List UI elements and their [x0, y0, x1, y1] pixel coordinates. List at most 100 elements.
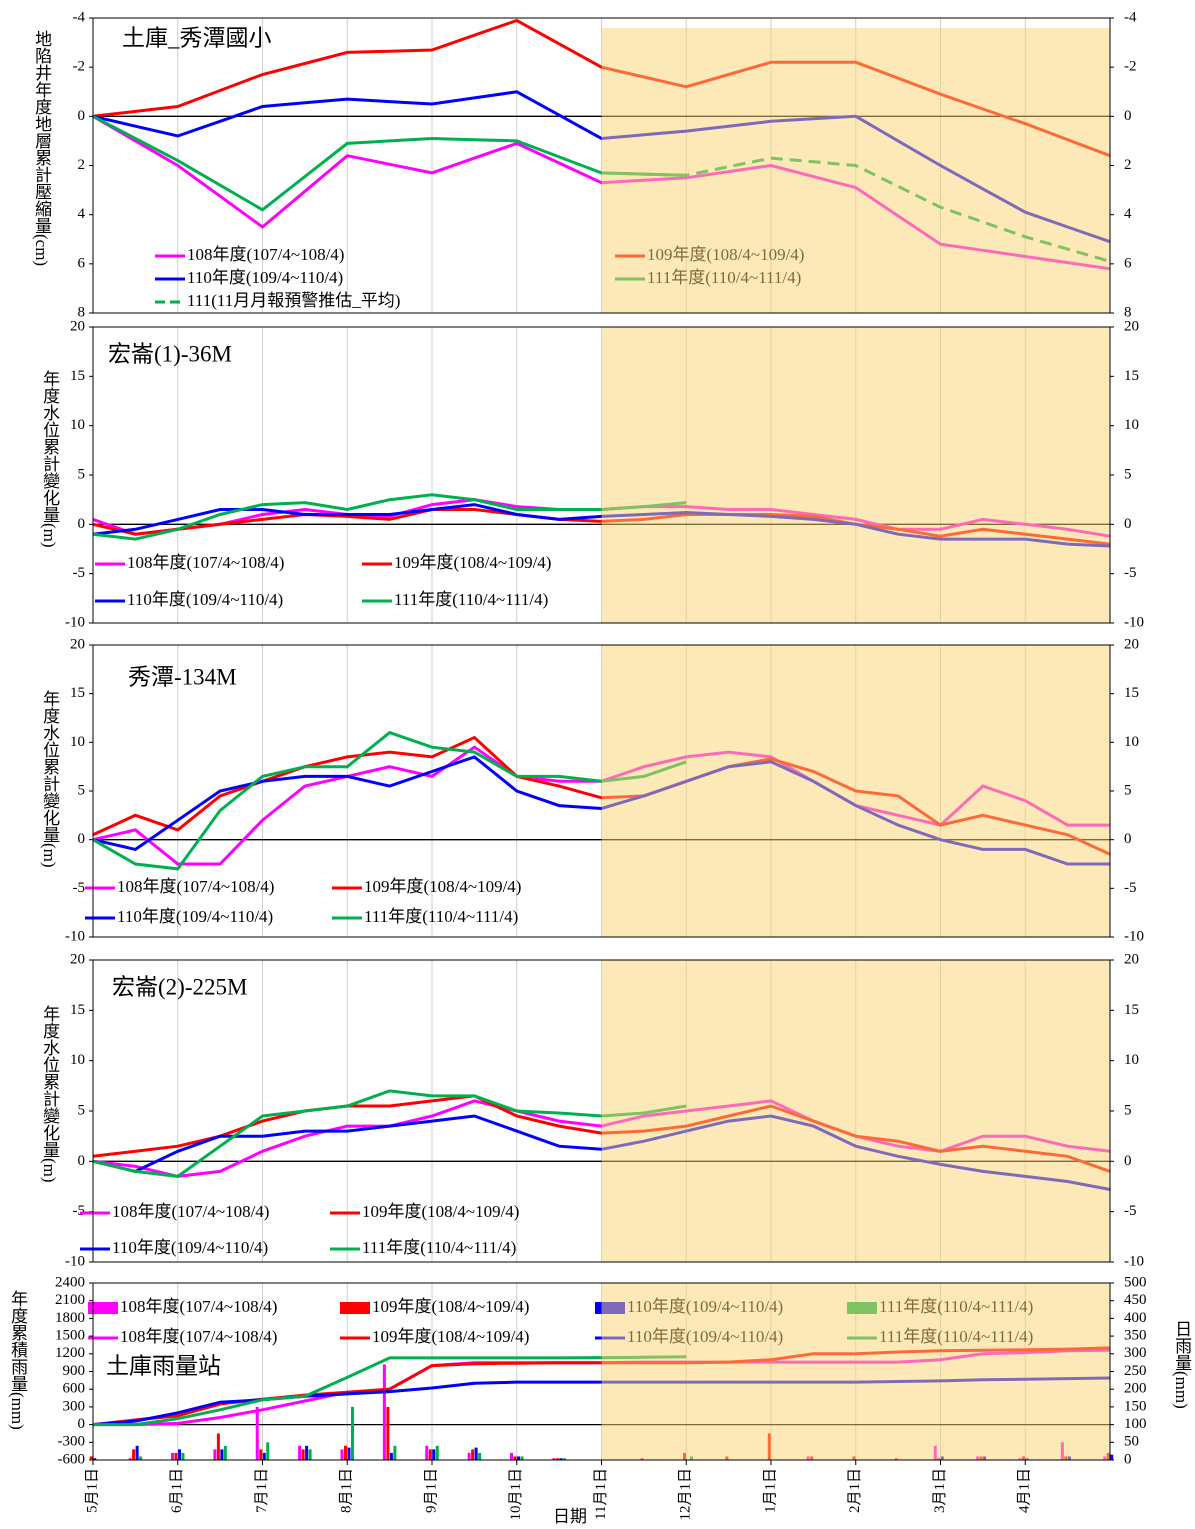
- y-tick-label: 2400: [55, 1274, 85, 1290]
- legend-label: 108年度(107/4~108/4): [117, 877, 274, 896]
- y-tick-label: -300: [58, 1434, 86, 1450]
- y-tick-label: -600: [58, 1451, 86, 1467]
- rain-bar: [259, 1449, 263, 1460]
- rain-bar: [435, 1445, 439, 1460]
- y2-tick-label: -10: [1124, 1253, 1144, 1269]
- rain-bar: [347, 1447, 351, 1460]
- x-tick-label: 1月1日: [762, 1468, 778, 1513]
- rain-bar: [562, 1458, 566, 1460]
- y2-tick-label: -5: [1124, 1203, 1137, 1219]
- y2-tick-label: 10: [1124, 1052, 1139, 1068]
- y-tick-label: 1800: [55, 1310, 85, 1326]
- y2-tick-label: 15: [1124, 685, 1139, 701]
- y2-tick-label: 15: [1124, 1002, 1139, 1018]
- y-tick-label: 20: [70, 951, 85, 967]
- shade-region: [601, 327, 1110, 623]
- rain-bar: [474, 1447, 478, 1460]
- y2-tick-label: 20: [1124, 951, 1139, 967]
- legend-label: 109年度(108/4~109/4): [364, 877, 521, 896]
- rain-bar: [467, 1452, 471, 1460]
- rain-bar: [471, 1449, 475, 1460]
- y-axis-label: 年度水位累計變化量(m): [40, 1005, 60, 1183]
- y-tick-label: 2: [78, 157, 86, 173]
- rain-bar: [171, 1452, 174, 1460]
- shade-region: [601, 645, 1110, 937]
- x-tick-label: 9月1日: [423, 1468, 439, 1513]
- y2-tick-label: 20: [1124, 636, 1139, 652]
- rain-bar: [510, 1452, 513, 1460]
- legend-label: 110年度(109/4~110/4): [112, 1238, 268, 1257]
- x-tick-label: 6月1日: [169, 1468, 185, 1513]
- shade-region: [601, 960, 1110, 1262]
- rain-bar: [181, 1452, 185, 1460]
- rain-bar: [132, 1449, 136, 1460]
- y-tick-label: 600: [63, 1381, 86, 1397]
- rain-bar: [478, 1452, 482, 1460]
- rain-bar: [386, 1406, 390, 1460]
- rain-bar: [425, 1445, 429, 1460]
- rain-bar: [89, 1456, 93, 1460]
- rain-bar: [1110, 1454, 1114, 1460]
- y-tick-label: 10: [70, 1052, 85, 1068]
- rain-bar: [428, 1449, 432, 1460]
- data-line: [92, 1089, 687, 1178]
- legend-label: 108年度(107/4~108/4): [187, 245, 344, 264]
- y2-tick-label: 200: [1124, 1381, 1147, 1397]
- y2-tick-label: 250: [1124, 1363, 1147, 1379]
- rain-bar: [93, 1458, 97, 1460]
- plot-frame: [92, 17, 1111, 314]
- y-tick-label: 10: [70, 734, 85, 750]
- y-axis-label: 年度累積雨量(mm): [8, 1290, 28, 1430]
- y-tick-label: 0: [78, 1153, 86, 1169]
- rain-bar: [128, 1458, 132, 1460]
- x-tick-label: 7月1日: [254, 1468, 270, 1513]
- y2-tick-label: 0: [1124, 108, 1132, 124]
- rain-bar: [559, 1458, 563, 1460]
- y-tick-label: -10: [65, 928, 85, 944]
- rain-bar: [262, 1452, 266, 1460]
- y-tick-label: -2: [73, 59, 86, 75]
- rain-bar: [298, 1445, 302, 1460]
- y2-tick-label: 450: [1124, 1292, 1147, 1308]
- y2-tick-label: -4: [1124, 9, 1137, 25]
- rain-bar: [139, 1456, 143, 1460]
- legend-label: 111年度(110/4~111/4): [362, 1238, 516, 1257]
- plot-frame: [92, 326, 1111, 624]
- y-axis-label: 年度水位累計變化量(m): [40, 690, 60, 868]
- legend-label: 110年度(109/4~110/4): [187, 268, 343, 287]
- x-axis-label: 日期: [553, 1507, 587, 1526]
- y2-tick-label: 5: [1124, 1102, 1132, 1118]
- x-tick-label: 5月1日: [84, 1468, 100, 1513]
- y-tick-label: 5: [78, 466, 86, 482]
- rain-bar: [223, 1445, 227, 1460]
- y-axis-label: 地陷井年度地層累計壓縮量(cm): [32, 30, 52, 266]
- legend-label: 108年度(107/4~108/4): [120, 1297, 277, 1316]
- rain-bar: [216, 1433, 220, 1460]
- legend-label: 109年度(108/4~109/4): [394, 553, 551, 572]
- rain-bar: [382, 1364, 386, 1460]
- rain-bar: [393, 1445, 397, 1460]
- y2-tick-label: -10: [1124, 614, 1144, 630]
- legend-label: 109年度(108/4~109/4): [362, 1202, 519, 1221]
- legend-label: 110年度(109/4~110/4): [127, 590, 283, 609]
- y2-tick-label: 50: [1124, 1434, 1139, 1450]
- rain-bar: [305, 1445, 309, 1460]
- y-axis-label: 年度水位累計變化量(m): [40, 370, 60, 548]
- legend-label: 111年度(110/4~111/4): [394, 590, 548, 609]
- y-tick-label: 5: [78, 1102, 86, 1118]
- y2-tick-label: 20: [1124, 318, 1139, 334]
- rain-bar: [520, 1456, 524, 1460]
- y-tick-label: 5: [78, 782, 86, 798]
- plot-frame: [92, 959, 1111, 1263]
- rain-bar: [220, 1449, 224, 1460]
- y2-tick-label: 10: [1124, 417, 1139, 433]
- panel-title: 土庫_秀潭國小: [122, 25, 272, 50]
- panel-title: 土庫雨量站: [106, 1353, 221, 1378]
- rain-bar: [351, 1406, 354, 1460]
- legend-label: 111年度(110/4~111/4): [364, 907, 518, 926]
- y-tick-label: 0: [78, 1416, 86, 1432]
- y-tick-label: -5: [73, 1203, 86, 1219]
- y2-tick-label: -5: [1124, 880, 1137, 896]
